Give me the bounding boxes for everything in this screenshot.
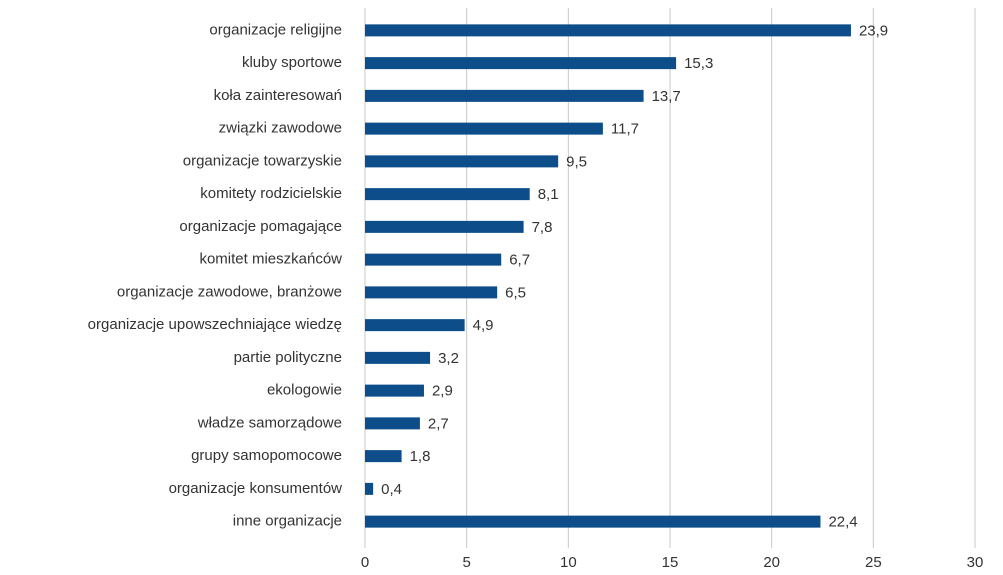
value-label: 7,8 (532, 219, 553, 236)
y-tick-label: organizacje religijne (209, 21, 342, 38)
x-tick-label: 25 (865, 554, 882, 571)
y-tick-label: grupy samopomocowe (191, 447, 342, 464)
y-tick-label: kluby sportowe (242, 54, 342, 71)
value-label: 23,9 (859, 22, 888, 39)
y-tick-label: organizacje konsumentów (169, 480, 343, 497)
bar (365, 351, 431, 364)
x-tick-label: 20 (763, 554, 780, 571)
y-tick-label: organizacje upowszechniające wiedzę (88, 316, 342, 333)
value-label: 0,4 (381, 481, 402, 498)
bar (365, 450, 402, 463)
x-tick-label: 0 (361, 554, 369, 571)
bar (365, 57, 677, 70)
y-tick-label: partie polityczne (234, 349, 342, 366)
y-tick-label: związki zawodowe (219, 120, 342, 137)
value-label: 1,8 (410, 448, 431, 465)
y-tick-label: ekologowie (267, 382, 342, 399)
x-tick-label: 15 (662, 554, 679, 571)
y-tick-label: organizacje towarzyskie (183, 152, 342, 169)
bar (365, 384, 424, 397)
value-label: 6,7 (509, 252, 530, 269)
bar (365, 188, 530, 201)
y-tick-label: władze samorządowe (197, 414, 342, 431)
x-tick-label: 5 (462, 554, 470, 571)
bar (365, 155, 559, 168)
y-tick-label: komitety rodzicielskie (200, 185, 342, 202)
bar (365, 482, 374, 495)
value-label: 9,5 (566, 153, 587, 170)
bar (365, 24, 851, 37)
value-label: 15,3 (684, 55, 713, 72)
value-label: 4,9 (473, 317, 494, 334)
value-label: 11,7 (611, 121, 639, 138)
x-tick-label: 10 (560, 554, 577, 571)
value-label: 8,1 (538, 186, 559, 203)
y-tick-label: inne organizacje (233, 513, 342, 530)
bar (365, 286, 498, 299)
bar (365, 122, 603, 135)
y-tick-label: komitet mieszkańców (199, 251, 342, 268)
bar (365, 89, 644, 102)
value-label: 6,5 (505, 284, 526, 301)
value-label: 13,7 (652, 88, 681, 105)
bar (365, 417, 420, 430)
value-label: 2,7 (428, 415, 449, 432)
y-tick-label: organizacje pomagające (179, 218, 342, 235)
bar (365, 515, 821, 528)
bar (365, 319, 465, 332)
value-label: 22,4 (828, 514, 857, 531)
value-label: 2,9 (432, 383, 453, 400)
bar (365, 220, 524, 233)
y-tick-label: organizacje zawodowe, branżowe (117, 283, 342, 300)
x-tick-label: 30 (967, 554, 984, 571)
y-tick-label: koła zainteresowań (214, 87, 342, 104)
bar (365, 253, 502, 266)
value-label: 3,2 (438, 350, 459, 367)
